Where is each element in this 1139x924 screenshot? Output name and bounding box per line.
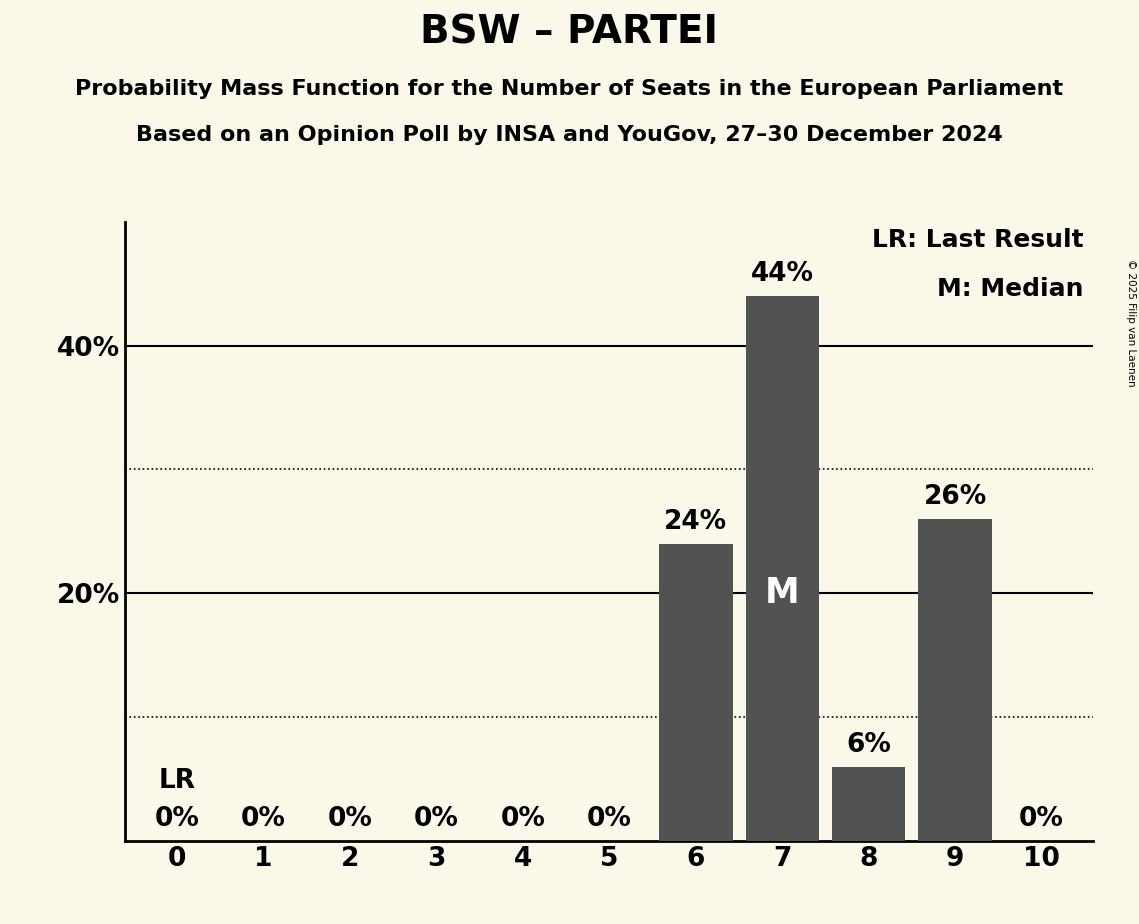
Text: 6%: 6% (846, 732, 891, 758)
Text: M: Median: M: Median (937, 277, 1084, 301)
Text: 0%: 0% (500, 806, 546, 833)
Text: © 2025 Filip van Laenen: © 2025 Filip van Laenen (1126, 259, 1136, 386)
Text: 0%: 0% (328, 806, 372, 833)
Text: 0%: 0% (155, 806, 199, 833)
Text: 26%: 26% (924, 484, 986, 510)
Text: 24%: 24% (664, 509, 728, 535)
Text: 0%: 0% (241, 806, 286, 833)
Bar (746, 296, 819, 841)
Text: BSW – PARTEI: BSW – PARTEI (420, 14, 719, 52)
Text: M: M (765, 577, 800, 610)
Bar (918, 519, 992, 841)
Text: 0%: 0% (415, 806, 459, 833)
Text: LR: LR (158, 768, 196, 794)
Text: Based on an Opinion Poll by INSA and YouGov, 27–30 December 2024: Based on an Opinion Poll by INSA and You… (137, 125, 1002, 145)
Bar (659, 543, 732, 841)
Text: 0%: 0% (1019, 806, 1064, 833)
Text: 0%: 0% (587, 806, 632, 833)
Text: LR: Last Result: LR: Last Result (872, 228, 1084, 252)
Bar (831, 767, 906, 841)
Text: Probability Mass Function for the Number of Seats in the European Parliament: Probability Mass Function for the Number… (75, 79, 1064, 99)
Text: 44%: 44% (751, 261, 813, 287)
